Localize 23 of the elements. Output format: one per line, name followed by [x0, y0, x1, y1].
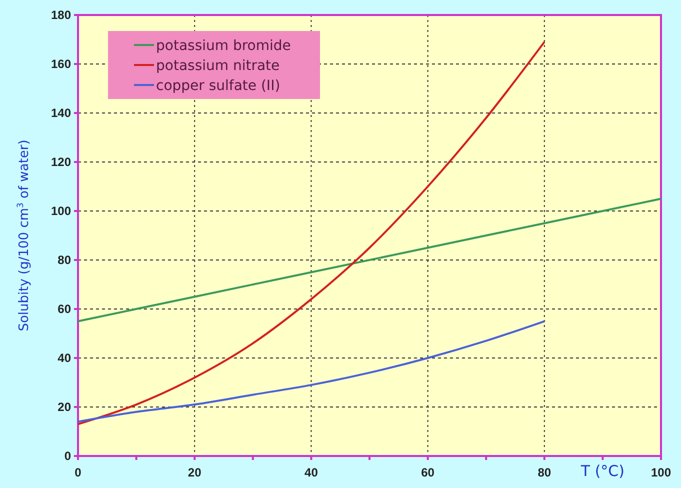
line-series — [77, 198, 662, 322]
x-axis-title: T (°C) — [580, 462, 625, 480]
x-tick-label: 100 — [650, 466, 672, 480]
y-tick-label: 80 — [58, 252, 72, 267]
y-tick-label: 100 — [50, 204, 72, 218]
y-tick-label: 40 — [58, 350, 72, 365]
x-tick-label: 0 — [74, 466, 82, 480]
line-series — [77, 40, 546, 426]
y-tick-label: 60 — [58, 302, 72, 316]
y-tick-label: 120 — [50, 154, 72, 169]
y-tick-label: 0 — [64, 448, 72, 463]
y-tick-label: 20 — [58, 400, 72, 414]
line-series — [77, 320, 546, 423]
x-tick-label: 80 — [538, 466, 552, 480]
legend-label: potassium bromide — [156, 38, 291, 54]
x-tick-label: 20 — [188, 466, 202, 480]
y-tick-label: 180 — [50, 8, 72, 22]
legend-label: potassium nitrate — [156, 58, 280, 74]
y-tick-label: 140 — [50, 106, 72, 120]
x-tick-label: 40 — [304, 466, 318, 480]
x-tick-label: 60 — [421, 466, 435, 480]
legend-label: copper sulfate (II) — [156, 78, 280, 94]
y-tick-label: 160 — [50, 56, 72, 71]
